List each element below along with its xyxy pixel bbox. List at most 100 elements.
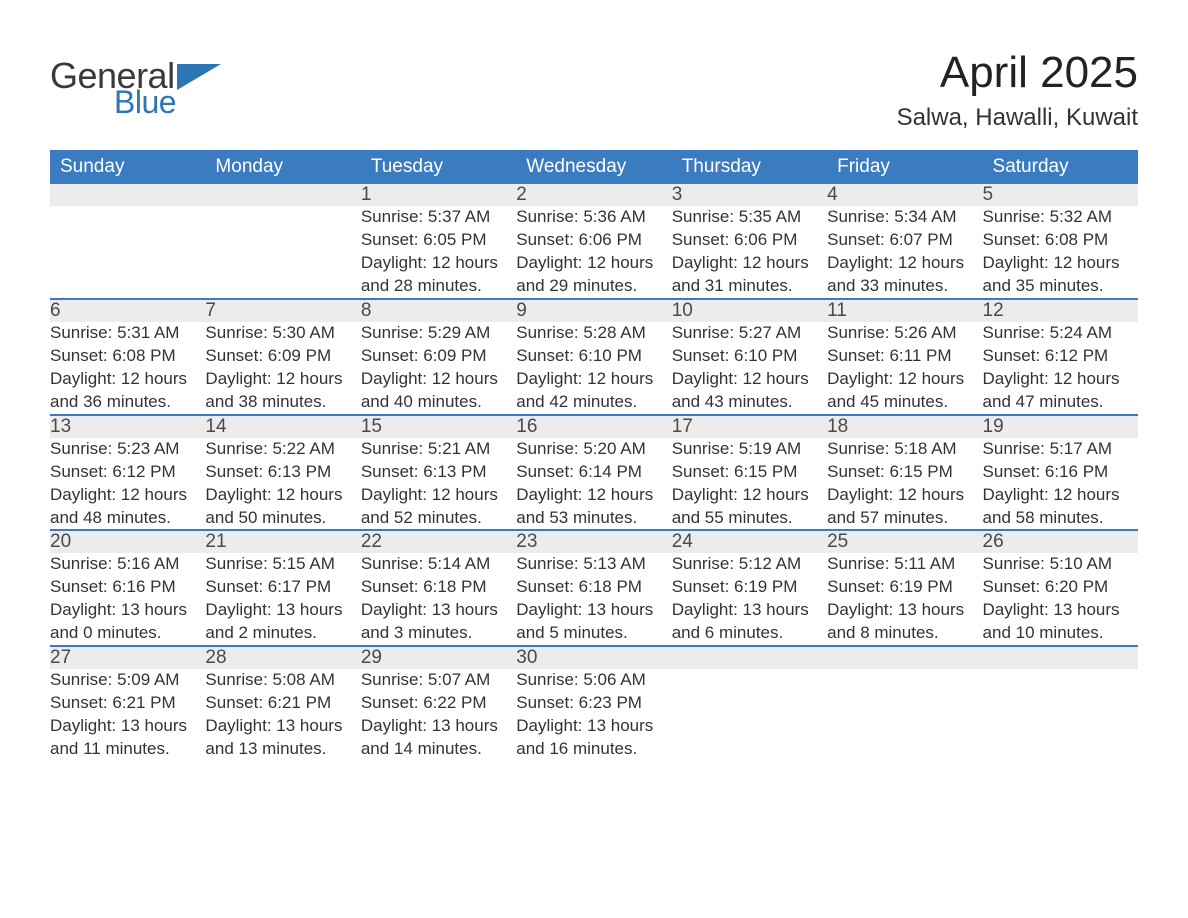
sunset-line: Sunset: 6:06 PM [516, 229, 671, 252]
day-number-cell: 15 [361, 415, 516, 438]
day-detail-cell: Sunrise: 5:10 AMSunset: 6:20 PMDaylight:… [983, 553, 1138, 646]
day-detail-cell: Sunrise: 5:36 AMSunset: 6:06 PMDaylight:… [516, 206, 671, 299]
day-number-cell: 5 [983, 184, 1138, 206]
day-detail-cell [205, 206, 360, 299]
daylight-line: Daylight: 13 hours and 11 minutes. [50, 715, 205, 761]
day-detail-row: Sunrise: 5:37 AMSunset: 6:05 PMDaylight:… [50, 206, 1138, 299]
day-detail-cell: Sunrise: 5:20 AMSunset: 6:14 PMDaylight:… [516, 438, 671, 531]
day-detail-cell: Sunrise: 5:18 AMSunset: 6:15 PMDaylight:… [827, 438, 982, 531]
day-detail-cell: Sunrise: 5:31 AMSunset: 6:08 PMDaylight:… [50, 322, 205, 415]
sunrise-line: Sunrise: 5:28 AM [516, 322, 671, 345]
daylight-line: Daylight: 12 hours and 53 minutes. [516, 484, 671, 530]
sunset-line: Sunset: 6:09 PM [361, 345, 516, 368]
sunset-line: Sunset: 6:21 PM [205, 692, 360, 715]
day-detail-cell: Sunrise: 5:09 AMSunset: 6:21 PMDaylight:… [50, 669, 205, 761]
day-number-cell: 16 [516, 415, 671, 438]
day-number-cell: 21 [205, 530, 360, 553]
sunset-line: Sunset: 6:18 PM [361, 576, 516, 599]
day-number-cell: 8 [361, 299, 516, 322]
day-number-cell [983, 646, 1138, 669]
day-number-cell: 26 [983, 530, 1138, 553]
day-number-cell: 12 [983, 299, 1138, 322]
sunset-line: Sunset: 6:09 PM [205, 345, 360, 368]
sunset-line: Sunset: 6:08 PM [983, 229, 1138, 252]
sunset-line: Sunset: 6:17 PM [205, 576, 360, 599]
day-detail-cell [827, 669, 982, 761]
sunset-line: Sunset: 6:08 PM [50, 345, 205, 368]
sunset-line: Sunset: 6:13 PM [361, 461, 516, 484]
sunrise-line: Sunrise: 5:27 AM [672, 322, 827, 345]
day-number-cell: 19 [983, 415, 1138, 438]
sunrise-line: Sunrise: 5:08 AM [205, 669, 360, 692]
day-detail-row: Sunrise: 5:31 AMSunset: 6:08 PMDaylight:… [50, 322, 1138, 415]
daylight-line: Daylight: 12 hours and 36 minutes. [50, 368, 205, 414]
day-number-cell: 6 [50, 299, 205, 322]
day-detail-cell: Sunrise: 5:13 AMSunset: 6:18 PMDaylight:… [516, 553, 671, 646]
day-number-row: 6789101112 [50, 299, 1138, 322]
day-detail-cell: Sunrise: 5:22 AMSunset: 6:13 PMDaylight:… [205, 438, 360, 531]
sunrise-line: Sunrise: 5:36 AM [516, 206, 671, 229]
day-detail-cell: Sunrise: 5:07 AMSunset: 6:22 PMDaylight:… [361, 669, 516, 761]
sunset-line: Sunset: 6:06 PM [672, 229, 827, 252]
day-number-row: 27282930 [50, 646, 1138, 669]
sunset-line: Sunset: 6:19 PM [672, 576, 827, 599]
day-detail-cell [983, 669, 1138, 761]
sunset-line: Sunset: 6:21 PM [50, 692, 205, 715]
day-detail-cell: Sunrise: 5:19 AMSunset: 6:15 PMDaylight:… [672, 438, 827, 531]
sunrise-line: Sunrise: 5:21 AM [361, 438, 516, 461]
sunrise-line: Sunrise: 5:11 AM [827, 553, 982, 576]
sunrise-line: Sunrise: 5:32 AM [983, 206, 1138, 229]
day-detail-cell: Sunrise: 5:06 AMSunset: 6:23 PMDaylight:… [516, 669, 671, 761]
day-number-cell: 13 [50, 415, 205, 438]
day-number-cell [50, 184, 205, 206]
day-number-cell: 20 [50, 530, 205, 553]
sunset-line: Sunset: 6:15 PM [827, 461, 982, 484]
daylight-line: Daylight: 13 hours and 5 minutes. [516, 599, 671, 645]
sunset-line: Sunset: 6:23 PM [516, 692, 671, 715]
day-detail-cell: Sunrise: 5:35 AMSunset: 6:06 PMDaylight:… [672, 206, 827, 299]
day-number-cell [672, 646, 827, 669]
day-detail-cell: Sunrise: 5:08 AMSunset: 6:21 PMDaylight:… [205, 669, 360, 761]
sunrise-line: Sunrise: 5:20 AM [516, 438, 671, 461]
day-detail-cell: Sunrise: 5:29 AMSunset: 6:09 PMDaylight:… [361, 322, 516, 415]
day-detail-cell: Sunrise: 5:24 AMSunset: 6:12 PMDaylight:… [983, 322, 1138, 415]
day-number-cell: 27 [50, 646, 205, 669]
daylight-line: Daylight: 13 hours and 8 minutes. [827, 599, 982, 645]
sunrise-line: Sunrise: 5:34 AM [827, 206, 982, 229]
day-number-row: 20212223242526 [50, 530, 1138, 553]
day-number-row: 13141516171819 [50, 415, 1138, 438]
day-number-cell: 11 [827, 299, 982, 322]
sunrise-line: Sunrise: 5:37 AM [361, 206, 516, 229]
day-number-cell: 10 [672, 299, 827, 322]
weekday-header: Sunday [50, 150, 205, 184]
daylight-line: Daylight: 13 hours and 14 minutes. [361, 715, 516, 761]
day-detail-cell: Sunrise: 5:30 AMSunset: 6:09 PMDaylight:… [205, 322, 360, 415]
sunset-line: Sunset: 6:10 PM [672, 345, 827, 368]
day-detail-cell: Sunrise: 5:14 AMSunset: 6:18 PMDaylight:… [361, 553, 516, 646]
daylight-line: Daylight: 12 hours and 45 minutes. [827, 368, 982, 414]
calendar-table: SundayMondayTuesdayWednesdayThursdayFrid… [50, 150, 1138, 761]
daylight-line: Daylight: 13 hours and 10 minutes. [983, 599, 1138, 645]
sunset-line: Sunset: 6:19 PM [827, 576, 982, 599]
day-number-cell: 30 [516, 646, 671, 669]
logo: General Blue [50, 50, 221, 121]
sunrise-line: Sunrise: 5:12 AM [672, 553, 827, 576]
sunrise-line: Sunrise: 5:07 AM [361, 669, 516, 692]
day-detail-cell: Sunrise: 5:23 AMSunset: 6:12 PMDaylight:… [50, 438, 205, 531]
sunset-line: Sunset: 6:13 PM [205, 461, 360, 484]
day-detail-cell: Sunrise: 5:37 AMSunset: 6:05 PMDaylight:… [361, 206, 516, 299]
day-detail-cell: Sunrise: 5:15 AMSunset: 6:17 PMDaylight:… [205, 553, 360, 646]
day-detail-cell: Sunrise: 5:27 AMSunset: 6:10 PMDaylight:… [672, 322, 827, 415]
sunrise-line: Sunrise: 5:15 AM [205, 553, 360, 576]
daylight-line: Daylight: 12 hours and 43 minutes. [672, 368, 827, 414]
page-subtitle: Salwa, Hawalli, Kuwait [897, 104, 1138, 132]
sunrise-line: Sunrise: 5:17 AM [983, 438, 1138, 461]
day-number-cell: 17 [672, 415, 827, 438]
daylight-line: Daylight: 12 hours and 40 minutes. [361, 368, 516, 414]
daylight-line: Daylight: 12 hours and 52 minutes. [361, 484, 516, 530]
day-number-cell: 22 [361, 530, 516, 553]
day-number-cell: 3 [672, 184, 827, 206]
day-detail-cell [672, 669, 827, 761]
daylight-line: Daylight: 13 hours and 13 minutes. [205, 715, 360, 761]
day-number-cell: 24 [672, 530, 827, 553]
